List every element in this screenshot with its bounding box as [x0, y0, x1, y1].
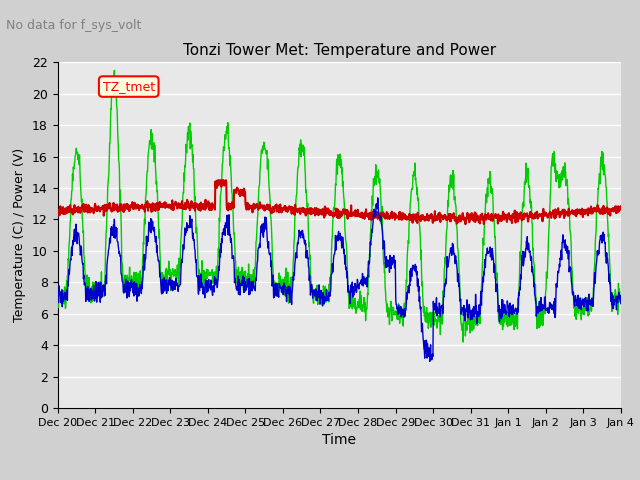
Y-axis label: Temperature (C) / Power (V): Temperature (C) / Power (V): [13, 148, 26, 322]
Legend: Panel T, Battery V, Air T: Panel T, Battery V, Air T: [180, 476, 498, 480]
Text: No data for f_sys_volt: No data for f_sys_volt: [6, 19, 142, 32]
Text: TZ_tmet: TZ_tmet: [102, 80, 155, 93]
X-axis label: Time: Time: [322, 433, 356, 447]
Title: Tonzi Tower Met: Temperature and Power: Tonzi Tower Met: Temperature and Power: [182, 44, 496, 59]
